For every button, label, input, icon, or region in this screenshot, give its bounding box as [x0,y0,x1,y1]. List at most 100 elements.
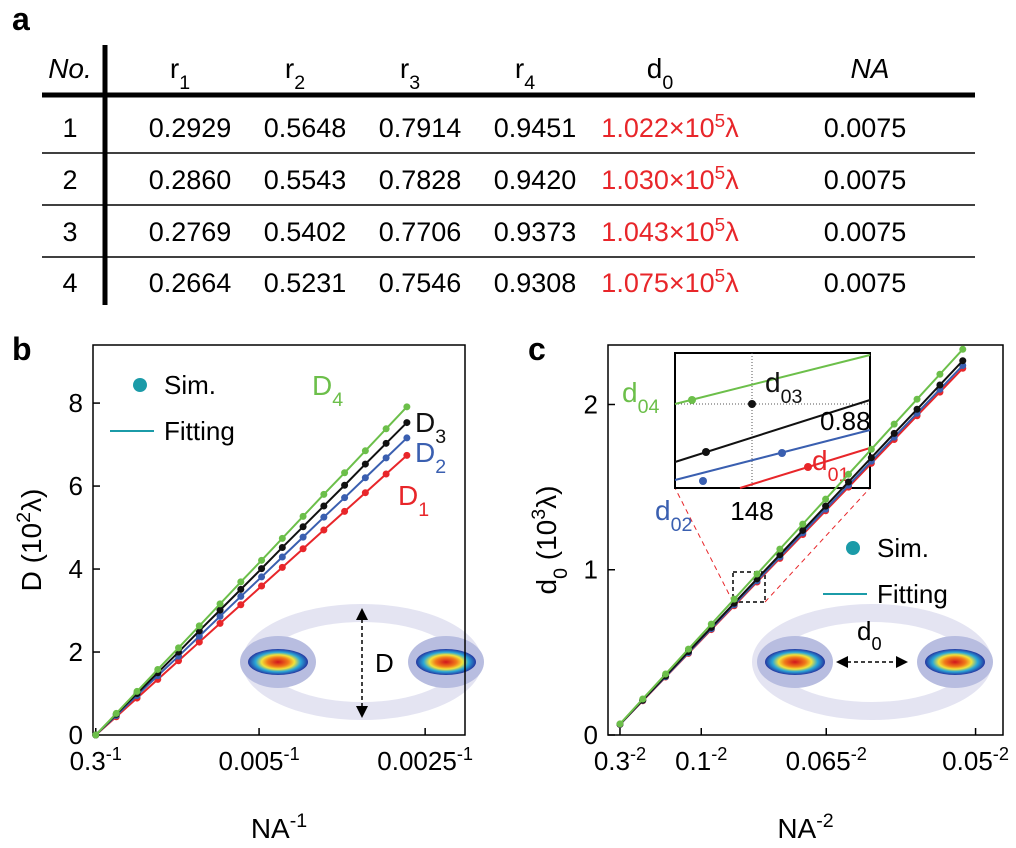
table-cell: 1.022×105λ [601,111,739,144]
table-cell: 0.0075 [824,113,907,143]
sim-point [616,720,624,728]
series-line [95,421,408,736]
plot-frame [92,344,466,736]
text-part: d [647,53,663,84]
panel-label: a [12,1,30,37]
text-part: D [375,648,394,678]
y-tick-label: 0 [69,720,83,750]
sim-point [341,507,349,515]
text-part: 1.022×10 [601,113,714,143]
sim-point [753,570,761,578]
text-part: D [415,407,435,438]
sim-point [403,419,411,427]
text-part: d [655,495,671,526]
table-cell: 1.043×105λ [601,215,739,248]
panel-label: c [528,331,546,367]
legend-marker [133,378,147,392]
sim-point [154,665,162,673]
text-part: -1 [284,744,300,764]
sim-point [867,454,875,462]
series-label: d03 [765,367,802,408]
sim-point [867,445,875,453]
sim-point [361,489,369,497]
sim-point [278,553,286,561]
table-cell: 3 [62,217,77,247]
table-cell: 0.5402 [264,217,347,247]
sim-point [730,595,738,603]
table-header: d0 [647,53,674,94]
text-part: 0 [550,568,572,579]
table-cell: 0.2860 [149,165,232,195]
sim-point [278,534,286,542]
sim-point [382,439,390,447]
table-cell: 4 [62,268,77,298]
table-header: r3 [400,53,420,94]
text-part: λ [725,268,739,298]
text-part: 5 [715,111,726,132]
text-part: 5 [715,163,726,184]
table-header: r1 [170,53,190,94]
text-part: NA [251,813,290,844]
text-part: λ) [16,489,47,512]
text-part: -1 [290,810,307,832]
text-part: 04 [638,396,660,418]
text-part: 0.065 [786,746,851,776]
sim-point [959,345,967,353]
text-part: d [765,367,781,398]
sim-point [822,502,830,510]
sim-point [195,622,203,630]
x-tick-label: 0.3-1 [70,744,122,776]
sim-point [890,420,898,428]
sim-point [822,495,830,503]
text-part: 0 [662,72,673,94]
text-part: -2 [816,810,833,832]
sim-point [776,545,784,553]
table-header: r2 [285,53,305,94]
sim-point [216,600,224,608]
y-tick-label: 8 [69,388,83,418]
text-part: 2 [435,456,446,478]
y-axis-label: d0 (103λ) [528,486,572,595]
text-part: 3 [435,426,446,448]
text-part: d [857,616,871,646]
table-cell: 0.9373 [494,217,577,247]
table-cell: 0.2929 [149,113,232,143]
sim-point [320,502,328,510]
sim-point [341,481,349,489]
x-tick-label: 0.05-2 [942,744,1009,776]
sim-point [936,381,944,389]
sim-point [195,632,203,640]
sim-point [92,731,100,739]
text-part: 0.05 [942,746,993,776]
sim-point [195,638,203,646]
table-cell: 1 [62,113,77,143]
text-part: NA [777,813,816,844]
series-line [95,437,408,736]
text-part: 0 [871,634,881,654]
sim-point [216,606,224,614]
sim-point [133,687,141,695]
sim-point [361,447,369,455]
legend-label: Sim. [164,370,216,400]
table-cell: 0.0075 [824,268,907,298]
table-cell: 0.5648 [264,113,347,143]
text-part: r [285,53,294,84]
sim-point [320,526,328,534]
text-part: D (10 [16,523,47,591]
inset-label: D [375,648,394,678]
sim-point [662,670,670,678]
text-part: 5 [715,266,726,287]
text-part: 5 [715,215,726,236]
sim-point [403,451,411,459]
table-cell: 0.7546 [379,268,462,298]
series-line [95,406,408,736]
text-part: 0.0025 [377,746,457,776]
text-part: 0.005 [218,746,283,776]
sim-point [175,644,183,652]
sim-point [844,470,852,478]
text-part: r [515,53,524,84]
table-cell: 0.0075 [824,165,907,195]
sim-point [707,620,715,628]
text-part: d [531,579,562,595]
